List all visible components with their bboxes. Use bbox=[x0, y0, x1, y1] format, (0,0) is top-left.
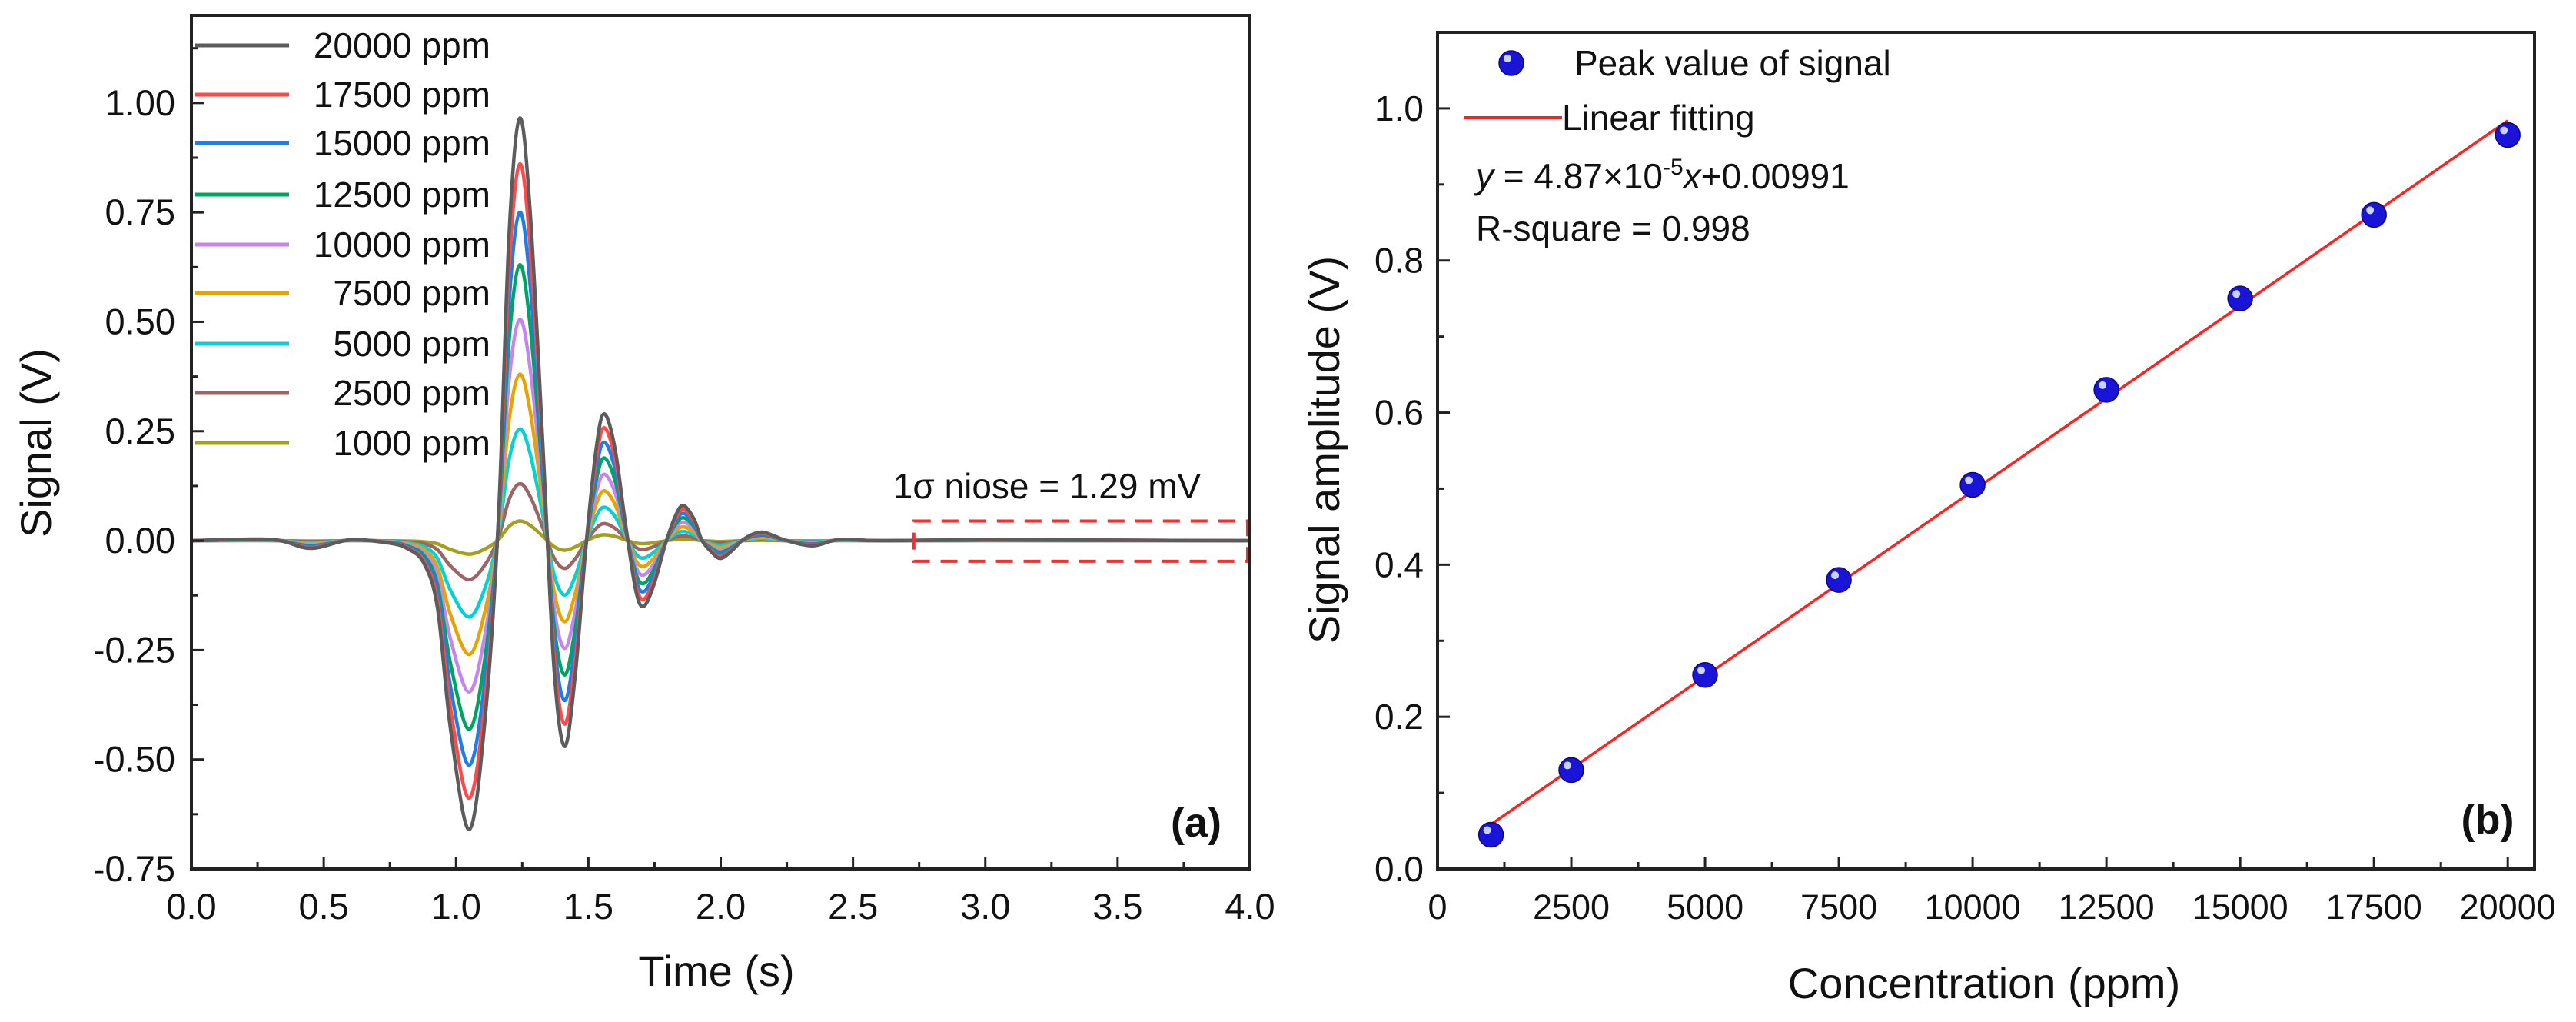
marker-highlight bbox=[1483, 826, 1491, 834]
marker-body bbox=[2495, 122, 2521, 148]
y-tick-label: -0.75 bbox=[93, 848, 175, 889]
legend-label: 10000 ppm bbox=[314, 225, 490, 265]
y-tick-label: -0.25 bbox=[93, 629, 175, 670]
x-tick-label: 5000 bbox=[1667, 887, 1743, 927]
marker-highlight bbox=[1564, 761, 1572, 770]
marker-body bbox=[1692, 662, 1718, 688]
x-tick-label: 3.0 bbox=[960, 886, 1010, 927]
marker-body bbox=[1558, 757, 1584, 784]
data-point bbox=[1959, 471, 1986, 498]
legend-a: 20000 ppm 17500 ppm 15000 ppm 12500 ppm 1000… bbox=[195, 25, 490, 463]
eq-text2: +0.00991 bbox=[1701, 156, 1850, 196]
r-square: R-square = 0.998 bbox=[1476, 208, 1750, 248]
marker-body bbox=[1477, 821, 1504, 848]
panel-label-b: (b) bbox=[2461, 797, 2515, 843]
marker-body bbox=[2093, 377, 2119, 403]
y-tick-label: 0.25 bbox=[105, 411, 175, 451]
legend-label: Peak value of signal bbox=[1574, 43, 1891, 83]
marker-highlight bbox=[1504, 55, 1511, 62]
y-tick-label: 0.2 bbox=[1374, 697, 1424, 737]
legend-label: 17500 ppm bbox=[314, 75, 490, 115]
legend-label: 20000 ppm bbox=[314, 25, 490, 65]
x-tick-label: 10000 bbox=[1925, 887, 2021, 927]
data-point bbox=[2227, 285, 2253, 311]
x-tick-label: 2500 bbox=[1533, 887, 1610, 927]
marker-highlight bbox=[1965, 476, 1973, 484]
marker-body bbox=[1826, 567, 1852, 593]
marker-highlight bbox=[2232, 290, 2241, 298]
legend-label: 7500 ppm bbox=[333, 273, 490, 313]
x-tick-label: 0.5 bbox=[298, 886, 348, 927]
y-tick-label: 1.0 bbox=[1374, 88, 1424, 128]
y-tick-label: 0.8 bbox=[1374, 241, 1424, 281]
series-line-7500-ppm bbox=[191, 372, 1250, 657]
x-tick-label: 15000 bbox=[2192, 887, 2288, 927]
marker-highlight bbox=[2099, 381, 2107, 389]
x-axis-title: Time (s) bbox=[638, 947, 794, 995]
x-tick-label: 0.0 bbox=[166, 886, 216, 927]
y-tick-label: 0.75 bbox=[105, 191, 175, 232]
data-point bbox=[1558, 757, 1584, 784]
data-point bbox=[2093, 377, 2119, 403]
curves bbox=[191, 116, 1250, 832]
fit-equation: y = 4.87×10-5x+0.00991 bbox=[1474, 155, 1850, 196]
x-tick-label: 1.5 bbox=[563, 886, 613, 927]
x-tick-label: 3.5 bbox=[1092, 886, 1142, 927]
eq-x: x bbox=[1682, 156, 1703, 196]
y-tick-label: -0.50 bbox=[93, 739, 175, 780]
panel-a: 1σ niose = 1.29 mV 0.0 0.5 1.0 1.5 2.0 2.5 3.0 3… bbox=[12, 14, 1275, 995]
y-axis-title: Signal (V) bbox=[12, 348, 60, 538]
data-point bbox=[1477, 821, 1504, 848]
data-point bbox=[1692, 662, 1718, 688]
legend-marker bbox=[1498, 50, 1524, 76]
marker-body bbox=[1959, 471, 1986, 498]
y-tick-label: 1.00 bbox=[105, 82, 175, 123]
panel-label-a: (a) bbox=[1171, 800, 1222, 846]
marker-highlight bbox=[2366, 206, 2375, 215]
legend-label: Linear fitting bbox=[1562, 98, 1755, 138]
legend-label: 12500 ppm bbox=[314, 175, 490, 215]
noise-box bbox=[912, 519, 1249, 563]
y-tick-label: 0.50 bbox=[105, 301, 175, 341]
x-tick-label: 17500 bbox=[2326, 887, 2422, 927]
marker-body bbox=[2227, 285, 2253, 311]
linear-fit-line bbox=[1490, 119, 2509, 826]
y-tick-label: 0.00 bbox=[105, 520, 175, 561]
x-tick-label: 20000 bbox=[2460, 887, 2556, 927]
data-point bbox=[2361, 201, 2387, 228]
y-tick-label: 0.6 bbox=[1374, 393, 1424, 433]
x-tick-label: 2.0 bbox=[696, 886, 746, 927]
marker-highlight bbox=[1831, 571, 1840, 580]
x-tick-label: 1.0 bbox=[431, 886, 481, 927]
y-axis-title: Signal amplitude (V) bbox=[1300, 256, 1348, 644]
eq-text1: = 4.87×10 bbox=[1494, 156, 1663, 196]
legend-label: 15000 ppm bbox=[314, 123, 490, 163]
marker-body bbox=[1498, 50, 1524, 76]
eq-y: y bbox=[1474, 156, 1496, 196]
marker-highlight bbox=[2500, 126, 2508, 135]
legend-label: 5000 ppm bbox=[333, 324, 490, 364]
y-tick-label: 0.4 bbox=[1374, 544, 1424, 584]
legend-b: Peak value of signal Linear fitting bbox=[1464, 43, 1891, 138]
legend-label: 1000 ppm bbox=[333, 423, 490, 463]
x-tick-label: 7500 bbox=[1800, 887, 1877, 927]
legend-label: 2500 ppm bbox=[333, 373, 490, 413]
x-axis-title: Concentration (ppm) bbox=[1788, 959, 2180, 1007]
marker-highlight bbox=[1697, 666, 1706, 674]
x-tick-label: 2.5 bbox=[828, 886, 878, 927]
marker-body bbox=[2361, 201, 2387, 228]
plot-frame-b bbox=[1436, 31, 2536, 871]
noise-annotation: 1σ niose = 1.29 mV bbox=[893, 466, 1202, 506]
data-point bbox=[2495, 122, 2521, 148]
series-line-20000-ppm bbox=[191, 116, 1250, 832]
x-tick-label: 0 bbox=[1428, 887, 1447, 927]
y-tick-label: 0.0 bbox=[1374, 849, 1424, 889]
eq-exponent: -5 bbox=[1663, 155, 1684, 180]
panel-b: 0 2500 5000 7500 10000 12500 15000 17500 20000 0.… bbox=[1300, 31, 2556, 1007]
data-point bbox=[1826, 567, 1852, 593]
x-tick-label: 12500 bbox=[2059, 887, 2155, 927]
x-tick-label: 4.0 bbox=[1225, 886, 1275, 927]
